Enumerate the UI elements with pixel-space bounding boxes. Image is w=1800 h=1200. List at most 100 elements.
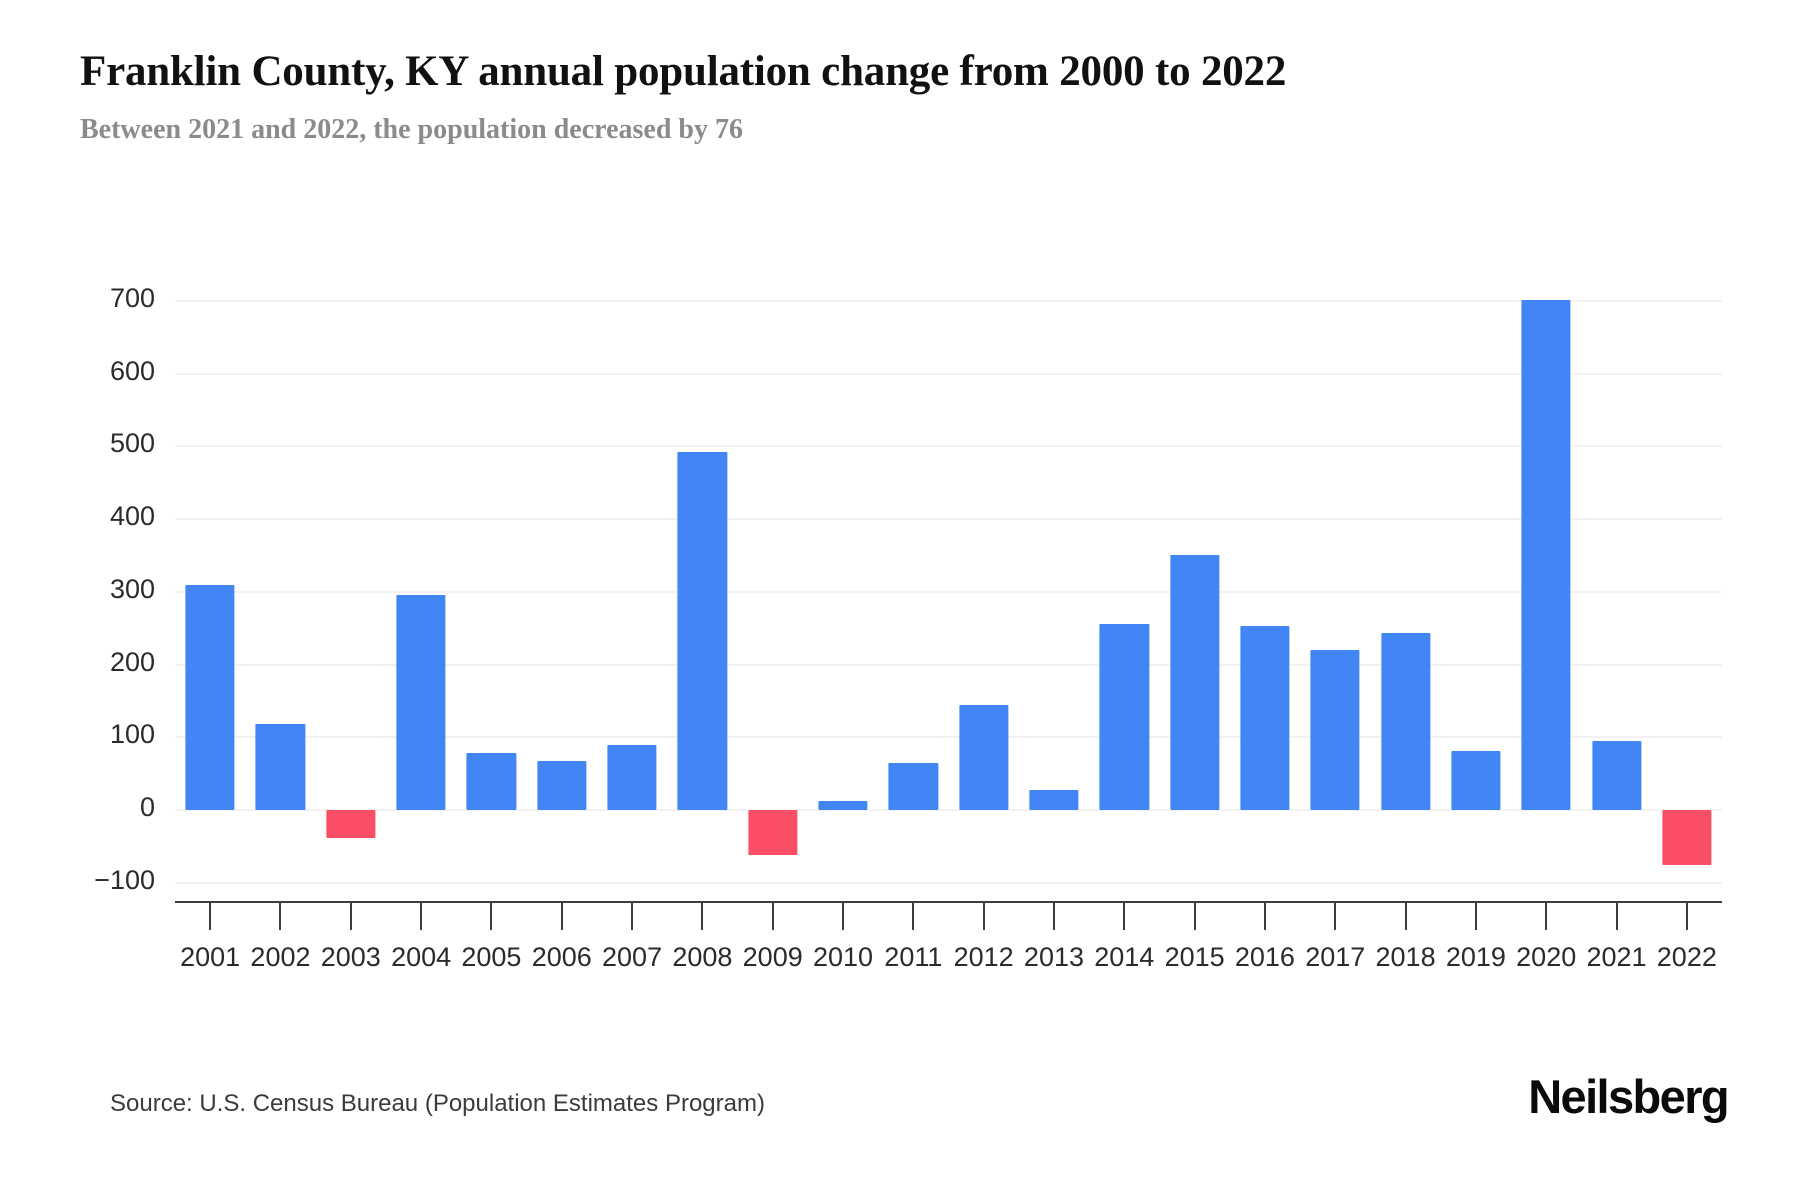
y-axis-tick-label: −100 — [94, 864, 155, 895]
bar[interactable] — [466, 752, 517, 810]
x-axis-tick-label: 2014 — [1094, 942, 1155, 972]
bar-slot — [597, 245, 667, 902]
x-axis-tick — [1123, 903, 1126, 930]
bar[interactable] — [1521, 300, 1571, 810]
bar[interactable] — [1380, 633, 1431, 810]
y-axis-tick-label: 100 — [109, 719, 155, 750]
x-axis-tick-label: 2015 — [1164, 942, 1225, 972]
bar-slot — [1370, 245, 1440, 902]
x-axis-tick — [1263, 903, 1266, 930]
x-axis-tick — [1193, 903, 1196, 930]
x-axis-tick — [560, 903, 563, 930]
bar[interactable] — [748, 810, 798, 856]
bar-slot — [456, 245, 526, 902]
source-note: Source: U.S. Census Bureau (Population E… — [110, 1090, 765, 1117]
x-axis-tick — [490, 903, 493, 930]
y-axis-tick-label: 400 — [109, 501, 155, 532]
bar-slot — [878, 245, 948, 902]
plot-inner — [175, 245, 1722, 902]
gridline — [175, 809, 1722, 811]
x-axis-tick-label: 2001 — [180, 942, 241, 972]
x-axis-tick-label: 2002 — [250, 942, 311, 972]
x-axis-tick — [1615, 903, 1618, 930]
x-axis-tick-label: 2003 — [320, 942, 381, 972]
bar-slot — [386, 245, 456, 902]
y-axis-tick-label: 600 — [109, 355, 155, 386]
x-axis-tick-label: 2007 — [602, 942, 663, 972]
gridline — [175, 590, 1722, 593]
bar[interactable] — [1591, 740, 1642, 810]
bar[interactable] — [537, 761, 587, 810]
x-axis-tick — [631, 903, 634, 930]
bar-slot — [1089, 245, 1159, 902]
brand-logo: Neilsberg — [1528, 1070, 1729, 1123]
bar[interactable] — [1029, 790, 1079, 810]
x-axis-tick — [1685, 903, 1688, 930]
bar-slot — [1652, 245, 1722, 902]
x-axis-tick — [1545, 903, 1548, 930]
bar[interactable] — [607, 745, 657, 810]
x-axis-tick-label: 2011 — [884, 942, 943, 972]
page-title: Franklin County, KY annual population ch… — [80, 48, 1287, 95]
bar[interactable] — [396, 595, 446, 810]
bar-slot — [667, 245, 737, 902]
bar-slot — [1300, 245, 1370, 902]
bar[interactable] — [185, 584, 235, 810]
bar[interactable] — [888, 763, 938, 810]
y-axis-tick-label: 300 — [109, 573, 155, 604]
x-axis-tick-label: 2008 — [672, 942, 733, 972]
gridline — [175, 736, 1722, 739]
bar[interactable] — [326, 810, 376, 838]
bar-slot — [316, 245, 386, 902]
x-axis-tick-label: 2010 — [812, 942, 874, 972]
bar[interactable] — [1099, 623, 1149, 810]
bar[interactable] — [1170, 554, 1220, 810]
x-axis-line — [175, 901, 1722, 903]
x-axis-tick — [982, 903, 985, 930]
gridline — [175, 300, 1722, 302]
x-axis-tick-label: 2009 — [742, 942, 803, 972]
bar-slot — [175, 245, 245, 902]
x-axis-tick — [209, 903, 212, 930]
x-axis-tick — [842, 903, 845, 930]
x-axis-tick — [1334, 903, 1337, 930]
x-axis-tick-label: 2020 — [1516, 942, 1577, 972]
bar-slot — [738, 245, 808, 902]
bar-slot — [1230, 245, 1300, 902]
x-axis-tick-label: 2017 — [1305, 942, 1366, 972]
gridline — [175, 445, 1722, 448]
bar-slot — [245, 245, 315, 902]
x-axis-tick-label: 2012 — [953, 942, 1014, 972]
bar[interactable] — [1240, 626, 1290, 810]
x-axis-tick-label: 2022 — [1656, 942, 1717, 972]
x-axis-tick-label: 2016 — [1234, 942, 1295, 972]
x-axis-tick-label: 2005 — [461, 942, 522, 972]
y-axis-tick-label: 200 — [109, 646, 155, 677]
bar[interactable] — [959, 705, 1009, 810]
bar[interactable] — [818, 800, 868, 810]
x-axis-tick — [349, 903, 352, 930]
gridline — [175, 663, 1722, 666]
x-axis-tick — [420, 903, 423, 930]
bar[interactable] — [677, 452, 727, 810]
bar-slot — [527, 245, 597, 902]
x-axis-tick-label: 2019 — [1445, 942, 1506, 972]
x-axis-tick-label: 2021 — [1586, 942, 1647, 972]
y-axis-tick-label: 700 — [109, 283, 155, 313]
x-axis-tick — [279, 903, 282, 930]
bar-slot — [1511, 245, 1581, 902]
chart-subtitle: Between 2021 and 2022, the population de… — [80, 114, 743, 146]
bar-slot — [1159, 245, 1229, 902]
x-axis-tick — [701, 903, 704, 930]
x-axis-tick-label: 2006 — [531, 942, 592, 972]
bar[interactable] — [1310, 650, 1360, 810]
chart-header: Franklin County, KY annual population ch… — [80, 48, 1720, 147]
bar[interactable] — [1662, 810, 1712, 866]
x-axis-tick — [1052, 903, 1055, 930]
gridline — [175, 518, 1722, 521]
x-axis-tick-label: 2004 — [391, 942, 452, 972]
bar[interactable] — [255, 724, 306, 810]
bar[interactable] — [1451, 751, 1501, 810]
bar-slot — [1019, 245, 1089, 902]
